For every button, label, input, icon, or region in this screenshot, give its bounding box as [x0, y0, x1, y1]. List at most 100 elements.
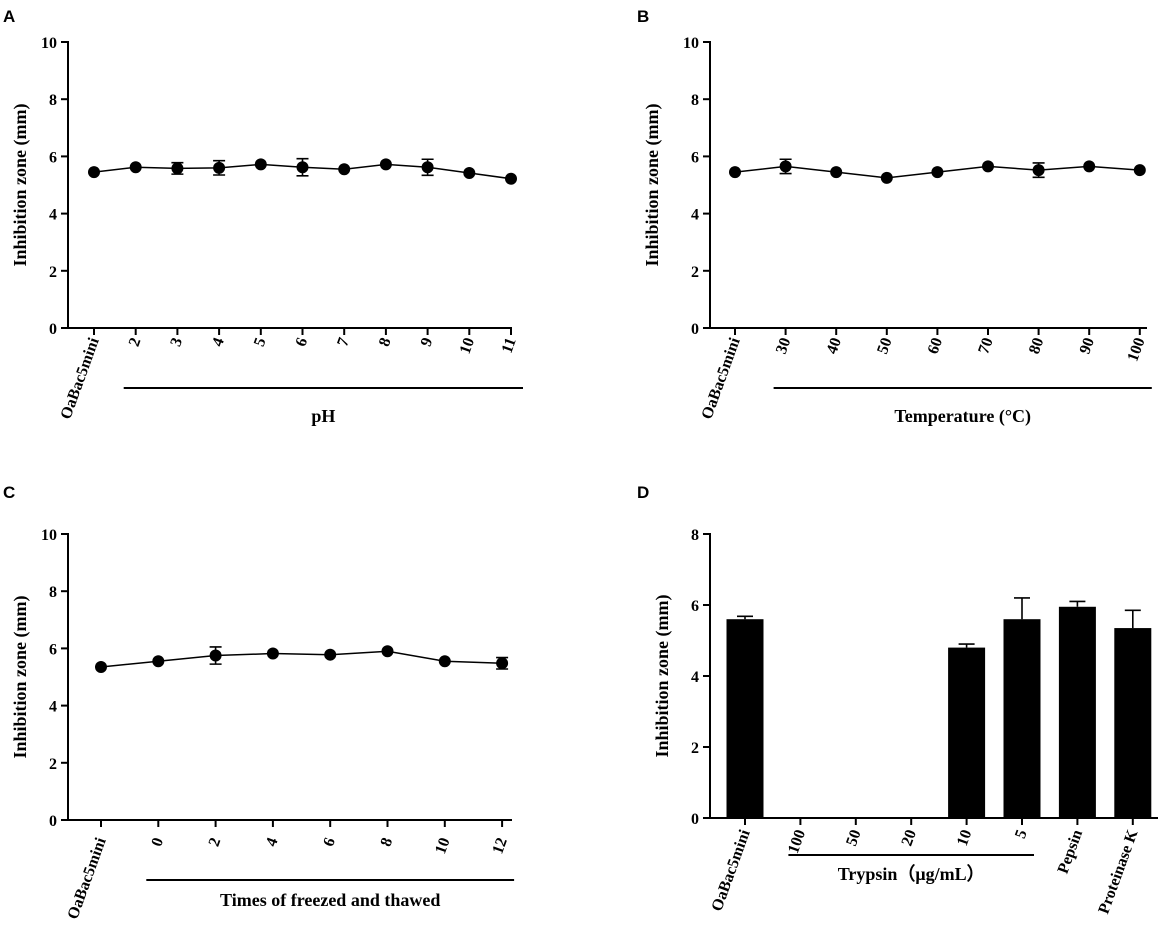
- y-tick-label: 4: [691, 207, 699, 224]
- y-tick-label: 6: [691, 598, 699, 615]
- data-point: [830, 166, 843, 179]
- y-axis-label: Inhibition zone (mm): [10, 595, 31, 758]
- x-tick-label: 5: [1012, 828, 1031, 841]
- y-tick-label: 4: [49, 699, 57, 716]
- x-tick-label: 10: [954, 828, 975, 849]
- x-tick-label: 100: [785, 828, 809, 856]
- data-point: [254, 158, 267, 171]
- x-tick-label: 4: [263, 836, 282, 849]
- y-axis-label: Inhibition zone (mm): [10, 103, 31, 266]
- y-tick-label: 8: [691, 527, 699, 544]
- x-tick-label: 6: [293, 336, 312, 349]
- panel-letter-a: A: [3, 7, 15, 26]
- x-tick-label: 8: [378, 836, 397, 849]
- x-tick-label: 11: [499, 336, 520, 356]
- x-tick-label: OaBac5mini: [58, 335, 103, 422]
- y-tick-label: 2: [691, 264, 699, 281]
- x-tick-label: 80: [1026, 336, 1047, 357]
- chart-panel-d: D 0 2 4 6 8 Inhibition zone (mm) OaBac5mini 100 5…: [637, 483, 1158, 916]
- x-tick-label: 10: [432, 836, 453, 857]
- data-point: [982, 160, 994, 173]
- x-tick-label: 0: [148, 836, 167, 849]
- data-point: [779, 160, 792, 173]
- data-point: [95, 660, 107, 673]
- y-tick-label: 2: [49, 756, 57, 773]
- y-tick-label: 6: [49, 641, 57, 658]
- data-point: [209, 649, 222, 662]
- x-tick-label: 70: [975, 336, 996, 357]
- x-tick-label: 8: [376, 336, 395, 349]
- chart-panel-a: A 0 2 4 6 8 10 Inhibition zone (mm) OaBac5mini 2 3…: [3, 7, 523, 426]
- y-tick-label: 0: [49, 813, 57, 830]
- x-tick-label: 7: [334, 336, 353, 349]
- group-label: Trypsin（μg/mL）: [838, 864, 985, 884]
- error-bar: [1014, 597, 1030, 620]
- x-tick-label: 4: [209, 336, 228, 349]
- x-tick-label: 3: [167, 336, 186, 349]
- y-tick-label: 6: [49, 149, 57, 166]
- bar: [1003, 619, 1041, 818]
- x-tick-label: 2: [126, 336, 145, 349]
- data-point: [505, 172, 517, 185]
- data-point: [421, 161, 434, 174]
- x-tick-label: OaBac5mini: [709, 827, 754, 914]
- x-tick-label: OaBac5mini: [65, 835, 110, 922]
- x-tick-label: 100: [1124, 336, 1148, 364]
- data-point: [296, 161, 309, 174]
- x-tick-label: 50: [843, 828, 864, 849]
- y-tick-label: 0: [49, 321, 57, 338]
- x-tick-label: Pepsin: [1055, 827, 1087, 876]
- data-point: [338, 163, 351, 176]
- data-point: [1083, 160, 1096, 173]
- y-tick-label: 2: [691, 740, 699, 757]
- x-tick-label: 60: [925, 336, 946, 357]
- group-label: pH: [311, 406, 335, 426]
- data-point: [1032, 164, 1045, 177]
- data-point: [266, 647, 279, 660]
- bar: [948, 647, 986, 818]
- y-tick-label: 0: [691, 321, 699, 338]
- data-point: [152, 655, 165, 668]
- y-tick-label: 8: [49, 584, 57, 601]
- data-point: [324, 648, 337, 661]
- y-tick-label: 4: [49, 207, 57, 224]
- x-tick-label: 30: [773, 336, 794, 357]
- data-point: [931, 166, 944, 179]
- data-point: [129, 161, 142, 174]
- chart-panel-b: B 0 2 4 6 8 10 Inhibition zone (mm) OaBac5mini 30…: [637, 7, 1152, 427]
- y-axis-label: Inhibition zone (mm): [642, 103, 663, 266]
- y-tick-label: 2: [49, 264, 57, 281]
- data-point: [1133, 164, 1146, 177]
- data-point: [729, 166, 741, 179]
- y-tick-label: 4: [691, 669, 699, 686]
- x-tick-label: 2: [206, 836, 225, 849]
- x-tick-label: 10: [457, 336, 478, 357]
- x-tick-label: 20: [899, 828, 920, 849]
- y-tick-label: 10: [683, 35, 699, 52]
- chart-panel-c: C 0 2 4 6 8 10 Inhibition zone (mm) OaBac5mini 0 2…: [3, 483, 515, 922]
- x-tick-label: 5: [251, 336, 270, 349]
- y-tick-label: 0: [691, 811, 699, 828]
- data-point: [496, 657, 509, 670]
- y-tick-label: 10: [41, 527, 57, 544]
- x-tick-label: 50: [874, 336, 895, 357]
- error-bar: [958, 643, 975, 648]
- data-point: [463, 166, 476, 179]
- data-point: [381, 645, 394, 658]
- bar: [1114, 628, 1152, 818]
- error-bar: [737, 615, 753, 620]
- y-tick-label: 10: [41, 35, 57, 52]
- y-tick-label: 6: [691, 149, 699, 166]
- bar: [1058, 606, 1096, 818]
- bar: [726, 619, 764, 818]
- x-tick-label: 9: [418, 336, 437, 349]
- x-tick-label: Proteinase K: [1095, 827, 1141, 916]
- error-bar: [1124, 609, 1141, 629]
- y-tick-label: 8: [49, 92, 57, 109]
- panel-letter-b: B: [637, 7, 649, 26]
- data-point: [880, 171, 893, 184]
- group-label: Times of freezed and thawed: [220, 890, 440, 910]
- panel-letter-c: C: [3, 483, 15, 502]
- x-tick-label: 6: [320, 836, 339, 849]
